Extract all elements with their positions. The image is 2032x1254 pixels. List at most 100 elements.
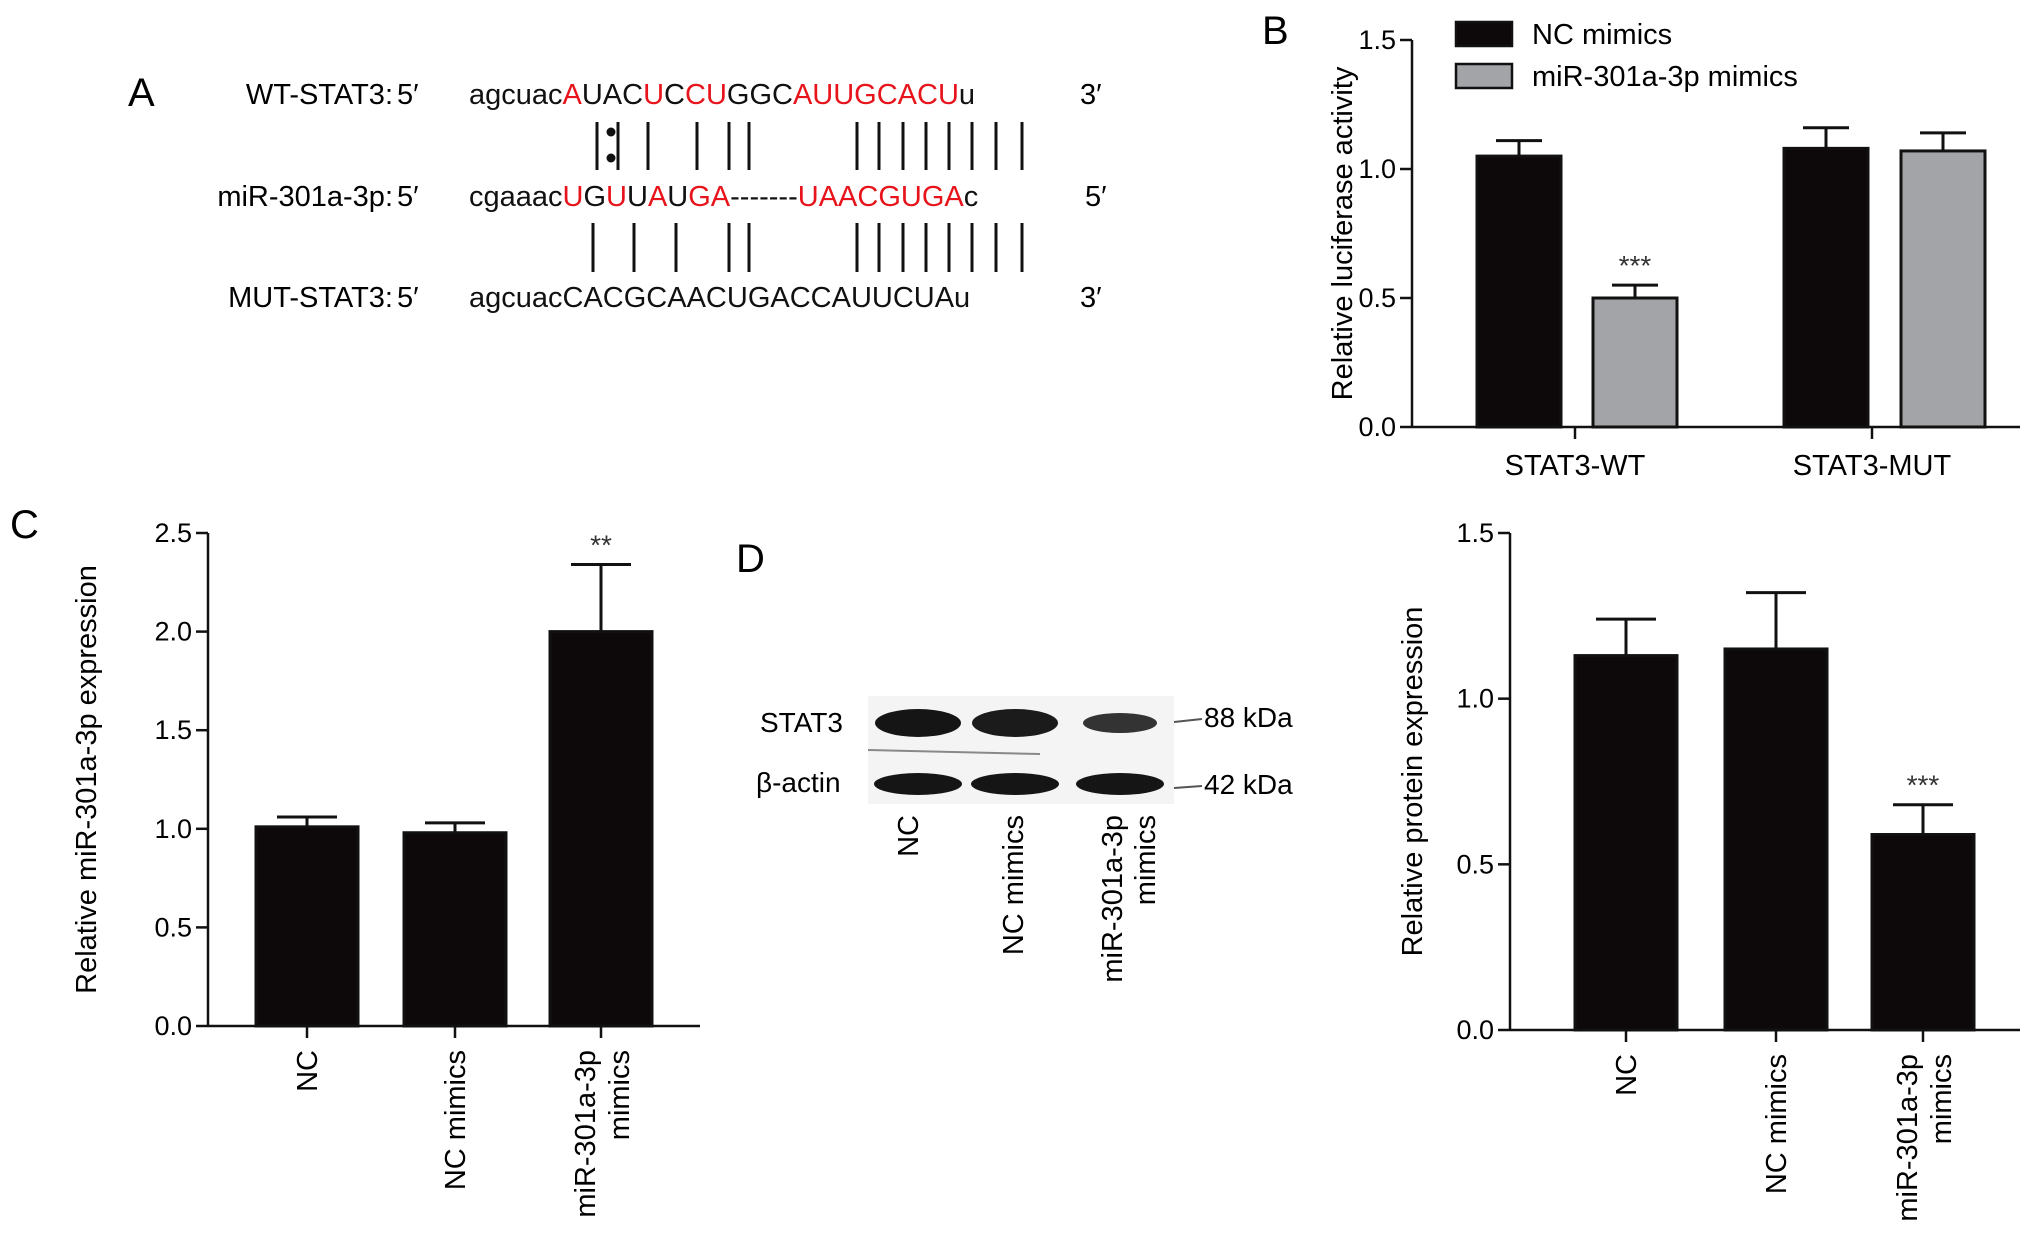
y-tick-label: 0.0 — [154, 1011, 192, 1041]
seq-segment: A — [648, 181, 668, 213]
bar — [548, 630, 654, 1028]
seq-segment: U — [563, 181, 584, 213]
blot-lane-mir-line1: miR-301a-3p — [1097, 815, 1129, 983]
blot-size-42: 42 kDa — [1204, 769, 1293, 800]
seq-segment: agcuac — [469, 79, 563, 111]
seq-segment: CU — [685, 79, 727, 111]
bar — [1475, 154, 1563, 429]
seq-segment: U — [643, 79, 664, 111]
blot-label-stat3: STAT3 — [760, 707, 843, 738]
blot-label-actin: β-actin — [756, 767, 841, 798]
significance-mark: *** — [1907, 770, 1940, 801]
x-tick-label: NC — [1611, 1054, 1643, 1096]
blot-band — [971, 773, 1059, 795]
blot-bands — [874, 709, 1164, 795]
x-tick-label: mimics — [604, 1050, 636, 1140]
western-blot: STAT3 β-actin 88 kDa 42 kDa NC NC mimics… — [756, 696, 1293, 983]
seq-segment: U — [627, 181, 648, 213]
legend-swatch — [1454, 20, 1514, 48]
seq-segment: UAC — [582, 79, 643, 111]
y-tick-label: 0.5 — [1358, 283, 1396, 313]
y-tick-label: 1.5 — [1358, 25, 1396, 55]
legend-swatch — [1454, 62, 1514, 90]
y-tick-label: 0.5 — [154, 912, 192, 942]
seq-mut: agcuacCACGCAACUGACCAUUCUAu — [469, 282, 970, 314]
y-axis-label: Relative luciferase activity — [1327, 66, 1359, 400]
bar — [1723, 647, 1829, 1032]
seq-tail-mir: 5′ — [1085, 181, 1107, 213]
base-pair-lines — [591, 122, 1024, 272]
marker-line-42 — [1173, 785, 1203, 789]
seq-segment: ------- — [730, 181, 798, 213]
seq-mir: cgaaacUGUUAUGA-------UAACGUGAc — [469, 181, 978, 213]
panel-label-d: D — [736, 537, 765, 581]
seq-segment: agcuacCACGCAACUGACCAUUCUAu — [469, 282, 970, 314]
blot-lane-mir-line2: mimics — [1130, 815, 1162, 905]
y-tick-label: 1.5 — [1456, 518, 1494, 548]
seq-segment: UAACGUGA — [798, 181, 965, 213]
x-tick-label: NC mimics — [1761, 1054, 1793, 1194]
seq-segment: cgaaac — [469, 181, 563, 213]
y-tick-label: 1.0 — [154, 814, 192, 844]
marker-line-88 — [1173, 718, 1203, 723]
chart-d: 0.0 0.5 1.0 1.5 Relative protein expression N… — [1397, 518, 2020, 1222]
significance-mark: ** — [590, 530, 612, 561]
seq-segment: G — [583, 181, 606, 213]
bar — [1782, 146, 1870, 429]
x-tick-label: NC mimics — [440, 1050, 472, 1190]
seq-segment: c — [964, 181, 979, 213]
seq-segment: GA — [688, 181, 731, 213]
chart-b: 0.0 0.5 1.0 1.5 Relative luciferase activity… — [1327, 19, 2020, 482]
legend-label: miR-301a-3p mimics — [1532, 61, 1798, 93]
bar — [254, 825, 360, 1028]
y-axis-label: Relative protein expression — [1397, 607, 1429, 957]
seq-label-mut: MUT-STAT3: — [228, 282, 393, 314]
panel-label-c: C — [10, 503, 39, 547]
blot-size-88: 88 kDa — [1204, 702, 1293, 733]
seq-prime-mut: 5′ — [397, 282, 419, 314]
seq-label-mir: miR-301a-3p: — [217, 181, 393, 213]
blot-divider — [867, 749, 1041, 755]
x-tick-label: mimics — [1926, 1054, 1958, 1144]
bar — [402, 831, 508, 1028]
y-tick-label: 1.0 — [1456, 684, 1494, 714]
y-tick-label: 0.0 — [1358, 412, 1396, 442]
seq-segment: AUUGCACU — [793, 79, 959, 111]
y-tick-label: 0.0 — [1456, 1015, 1494, 1045]
bar — [1899, 149, 1987, 429]
y-tick-label: 1.5 — [154, 715, 192, 745]
sequence-alignment: WT-STAT3: 5′ agcuacAUACUCCUGGCAUUGCACUu … — [217, 79, 1106, 314]
wobble-dot — [606, 153, 616, 163]
bar — [1870, 833, 1976, 1032]
x-tick-label: miR-301a-3p — [1892, 1054, 1924, 1222]
panel-label-a: A — [128, 71, 155, 115]
seq-segment: U — [606, 181, 627, 213]
wobble-dot — [606, 127, 616, 137]
blot-band — [972, 709, 1058, 737]
seq-wt: agcuacAUACUCCUGGCAUUGCACUu — [469, 79, 975, 111]
seq-segment: u — [959, 79, 975, 111]
y-axis-label: Relative miR-301a-3p expression — [71, 565, 103, 994]
blot-band — [875, 709, 961, 737]
seq-segment: GGC — [727, 79, 793, 111]
x-tick-label: STAT3-MUT — [1793, 450, 1952, 482]
blot-band — [1076, 773, 1164, 795]
seq-tail-mut: 3′ — [1080, 282, 1102, 314]
seq-segment: C — [664, 79, 685, 111]
significance-mark: *** — [1619, 250, 1652, 281]
bar — [1573, 654, 1679, 1032]
seq-tail-wt: 3′ — [1080, 79, 1102, 111]
blot-band — [874, 773, 962, 795]
seq-label-wt: WT-STAT3: — [246, 79, 393, 111]
y-tick-label: 2.0 — [154, 617, 192, 647]
blot-band — [1083, 713, 1157, 733]
chart-c: 0.0 0.5 1.0 1.5 2.0 2.5 Relative miR-301a-3p e… — [71, 518, 700, 1218]
seq-prime-wt: 5′ — [397, 79, 419, 111]
x-tick-label: STAT3-WT — [1505, 450, 1646, 482]
seq-prime-mir: 5′ — [397, 181, 419, 213]
y-tick-label: 2.5 — [154, 518, 192, 548]
bar — [1591, 296, 1679, 429]
legend-label: NC mimics — [1532, 19, 1672, 51]
blot-lane-nc-mimics: NC mimics — [998, 815, 1030, 955]
